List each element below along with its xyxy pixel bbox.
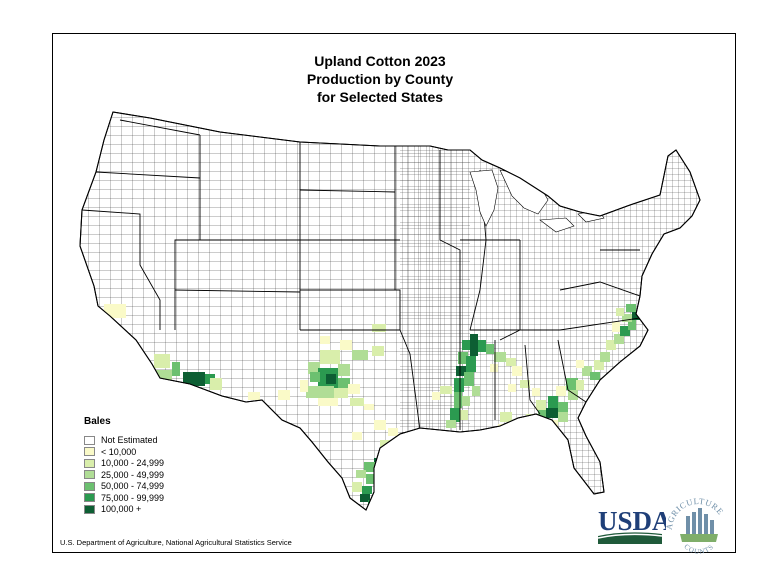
- legend-swatch: [84, 458, 95, 468]
- legend-label: 75,000 - 99,999: [101, 492, 165, 503]
- legend-label: < 10,000: [101, 446, 137, 457]
- svg-text:COUNTS: COUNTS: [683, 542, 716, 555]
- legend-item: 10,000 - 24,999: [84, 458, 164, 469]
- legend-swatch: [84, 481, 95, 491]
- map-legend: Bales Not Estimated < 10,000 10,000 - 24…: [84, 416, 164, 516]
- legend-title: Bales: [84, 416, 111, 427]
- agriculture-counts-logo: AGRICULTURE COUNTS: [664, 496, 725, 556]
- legend-swatch: [84, 447, 95, 457]
- legend-swatch: [84, 470, 95, 480]
- title-line-3: for Selected States: [316, 89, 444, 105]
- legend-label: Not Estimated: [101, 435, 158, 446]
- legend-label: 100,000 +: [101, 504, 142, 515]
- legend-label: 25,000 - 49,999: [101, 469, 165, 480]
- usda-logo-text: USDA: [598, 506, 666, 536]
- legend-label: 50,000 - 74,999: [101, 481, 165, 492]
- counts-arc-text: COUNTS: [683, 542, 715, 555]
- title-line-1: Upland Cotton 2023: [314, 53, 446, 69]
- title-line-2: Production by County: [306, 71, 454, 87]
- legend-item: 25,000 - 49,999: [84, 470, 164, 481]
- legend-item: Not Estimated: [84, 435, 164, 446]
- source-credit: U.S. Department of Agriculture, National…: [60, 538, 292, 547]
- legend-swatch: [84, 493, 95, 503]
- legend-swatch: [84, 435, 95, 445]
- map-title: Upland Cotton 2023 Production by County …: [0, 52, 760, 106]
- legend-item: < 10,000: [84, 447, 164, 458]
- legend-label: 10,000 - 24,999: [101, 458, 165, 469]
- usda-logo: USDA: [597, 506, 666, 544]
- cotton-counties: [104, 304, 642, 506]
- legend-item: 50,000 - 74,999: [84, 481, 164, 492]
- legend-item: 75,000 - 99,999: [84, 493, 164, 504]
- legend-swatch: [84, 504, 95, 514]
- legend-item: 100,000 +: [84, 504, 164, 515]
